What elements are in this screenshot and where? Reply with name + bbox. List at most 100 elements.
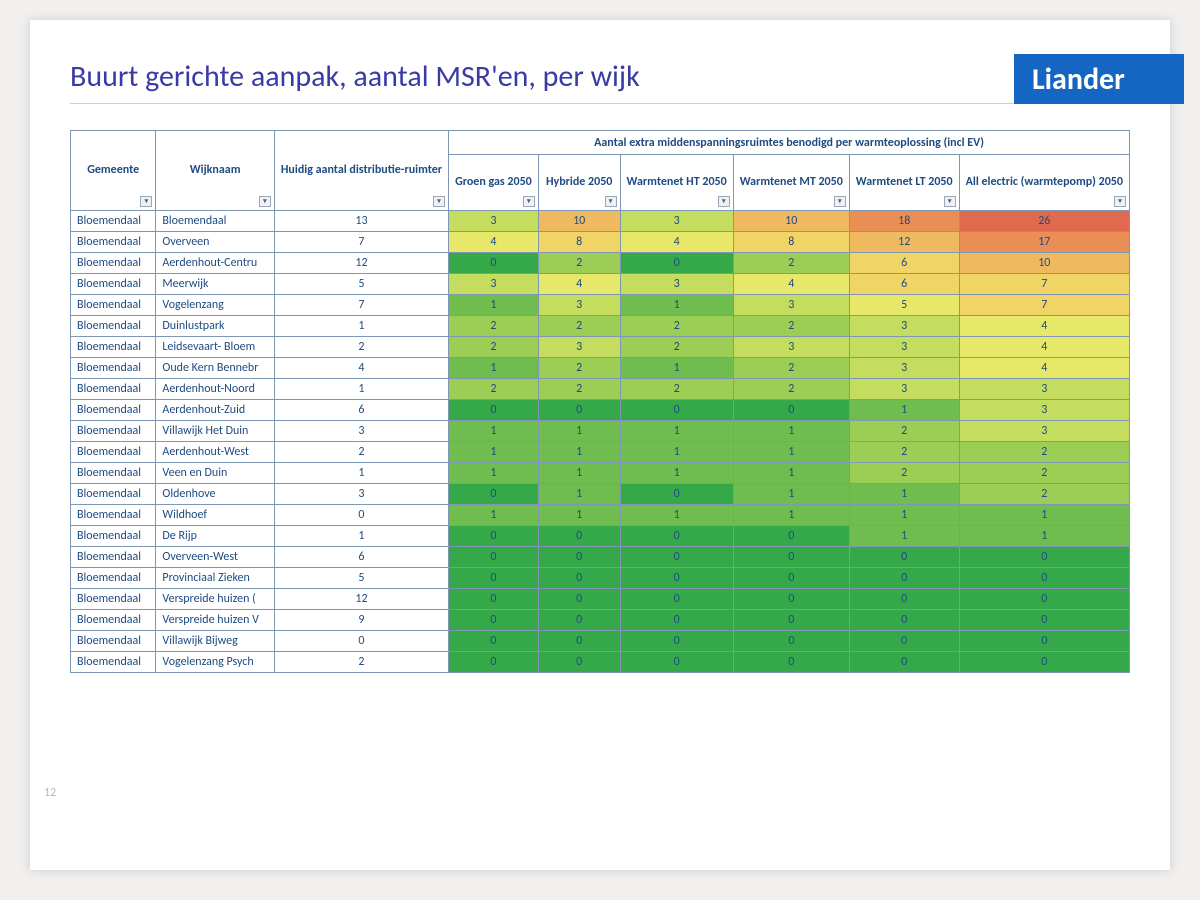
cell-huidig: 6 <box>274 547 448 568</box>
cell-heat: 3 <box>538 295 620 316</box>
col-gemeente[interactable]: Gemeente ▾ <box>71 131 156 211</box>
table-row: BloemendaalOude Kern Bennebr4121234 <box>71 358 1130 379</box>
cell-heat: 2 <box>620 337 733 358</box>
cell-huidig: 4 <box>274 358 448 379</box>
col-wijknaam-label: Wijknaam <box>190 163 241 177</box>
table-row: BloemendaalBloemendaal133103101826 <box>71 211 1130 232</box>
cell-gemeente: Bloemendaal <box>71 379 156 400</box>
cell-heat: 0 <box>849 547 959 568</box>
table-row: BloemendaalVillawijk Bijweg0000000 <box>71 631 1130 652</box>
col-groen_gas[interactable]: Groen gas 2050▾ <box>449 155 539 211</box>
cell-heat: 2 <box>538 379 620 400</box>
cell-heat: 3 <box>449 274 539 295</box>
cell-heat: 10 <box>733 211 849 232</box>
msr-table: Gemeente ▾ Wijknaam ▾ Huidig aantal dist… <box>70 130 1130 673</box>
cell-wijknaam: Aerdenhout-Noord <box>156 379 274 400</box>
cell-heat: 2 <box>959 484 1129 505</box>
table-row: BloemendaalVerspreide huizen V9000000 <box>71 610 1130 631</box>
cell-heat: 3 <box>733 295 849 316</box>
table-row: BloemendaalDe Rijp1000011 <box>71 526 1130 547</box>
cell-heat: 0 <box>538 568 620 589</box>
filter-icon[interactable]: ▾ <box>944 196 956 207</box>
brand-logo: Liander <box>1014 54 1184 104</box>
cell-wijknaam: Meerwijk <box>156 274 274 295</box>
cell-heat: 3 <box>620 211 733 232</box>
cell-heat: 0 <box>620 568 733 589</box>
col-all_elec-label: All electric (warmtepomp) 2050 <box>966 175 1123 189</box>
filter-icon[interactable]: ▾ <box>259 196 271 207</box>
cell-huidig: 1 <box>274 316 448 337</box>
cell-heat: 12 <box>849 232 959 253</box>
title-rule <box>70 103 1130 104</box>
cell-heat: 1 <box>538 505 620 526</box>
cell-heat: 0 <box>959 547 1129 568</box>
cell-wijknaam: Aerdenhout-West <box>156 442 274 463</box>
col-group-header-label: Aantal extra middenspanningsruimtes beno… <box>594 136 984 150</box>
slide-title: Buurt gerichte aanpak, aantal MSR'en, pe… <box>70 58 1130 95</box>
col-huidig[interactable]: Huidig aantal distributie-ruimter ▾ <box>274 131 448 211</box>
table-row: BloemendaalVeen en Duin1111122 <box>71 463 1130 484</box>
cell-heat: 0 <box>733 631 849 652</box>
cell-wijknaam: Overveen-West <box>156 547 274 568</box>
table-row: BloemendaalProvinciaal Zieken5000000 <box>71 568 1130 589</box>
filter-icon[interactable]: ▾ <box>1114 196 1126 207</box>
cell-wijknaam: Provinciaal Zieken <box>156 568 274 589</box>
filter-icon[interactable]: ▾ <box>834 196 846 207</box>
filter-icon[interactable]: ▾ <box>433 196 445 207</box>
cell-heat: 0 <box>538 610 620 631</box>
table-row: BloemendaalVillawijk Het Duin3111123 <box>71 421 1130 442</box>
cell-heat: 0 <box>733 400 849 421</box>
col-wn_mt[interactable]: Warmtenet MT 2050▾ <box>733 155 849 211</box>
cell-heat: 2 <box>959 463 1129 484</box>
filter-icon[interactable]: ▾ <box>140 196 152 207</box>
cell-huidig: 3 <box>274 421 448 442</box>
table-row: BloemendaalAerdenhout-Noord1222233 <box>71 379 1130 400</box>
cell-heat: 6 <box>849 253 959 274</box>
cell-heat: 1 <box>620 463 733 484</box>
filter-icon[interactable]: ▾ <box>718 196 730 207</box>
cell-gemeente: Bloemendaal <box>71 589 156 610</box>
cell-heat: 1 <box>959 526 1129 547</box>
col-wn_lt[interactable]: Warmtenet LT 2050▾ <box>849 155 959 211</box>
col-wijknaam[interactable]: Wijknaam ▾ <box>156 131 274 211</box>
cell-heat: 0 <box>620 253 733 274</box>
cell-gemeente: Bloemendaal <box>71 547 156 568</box>
cell-heat: 4 <box>538 274 620 295</box>
cell-heat: 0 <box>959 631 1129 652</box>
cell-gemeente: Bloemendaal <box>71 253 156 274</box>
cell-gemeente: Bloemendaal <box>71 652 156 673</box>
cell-heat: 1 <box>733 463 849 484</box>
cell-huidig: 5 <box>274 568 448 589</box>
cell-heat: 3 <box>849 316 959 337</box>
cell-wijknaam: Villawijk Bijweg <box>156 631 274 652</box>
cell-heat: 1 <box>849 400 959 421</box>
cell-heat: 2 <box>538 358 620 379</box>
cell-heat: 0 <box>449 547 539 568</box>
cell-heat: 3 <box>849 379 959 400</box>
cell-wijknaam: Verspreide huizen ( <box>156 589 274 610</box>
cell-heat: 0 <box>620 400 733 421</box>
cell-heat: 3 <box>449 211 539 232</box>
cell-wijknaam: Vogelenzang Psych <box>156 652 274 673</box>
cell-heat: 2 <box>620 379 733 400</box>
cell-heat: 1 <box>449 442 539 463</box>
cell-wijknaam: Bloemendaal <box>156 211 274 232</box>
cell-huidig: 9 <box>274 610 448 631</box>
cell-huidig: 12 <box>274 589 448 610</box>
cell-heat: 3 <box>620 274 733 295</box>
filter-icon[interactable]: ▾ <box>523 196 535 207</box>
cell-wijknaam: Oude Kern Bennebr <box>156 358 274 379</box>
col-all_elec[interactable]: All electric (warmtepomp) 2050 ▾ <box>959 155 1129 211</box>
cell-heat: 3 <box>959 421 1129 442</box>
cell-heat: 1 <box>449 295 539 316</box>
cell-heat: 0 <box>449 253 539 274</box>
cell-heat: 0 <box>620 610 733 631</box>
col-group-header: Aantal extra middenspanningsruimtes beno… <box>449 131 1130 155</box>
col-wn_ht[interactable]: Warmtenet HT 2050▾ <box>620 155 733 211</box>
cell-huidig: 6 <box>274 400 448 421</box>
cell-heat: 1 <box>538 421 620 442</box>
col-hybride[interactable]: Hybride 2050▾ <box>538 155 620 211</box>
cell-gemeente: Bloemendaal <box>71 316 156 337</box>
filter-icon[interactable]: ▾ <box>605 196 617 207</box>
cell-heat: 0 <box>538 589 620 610</box>
